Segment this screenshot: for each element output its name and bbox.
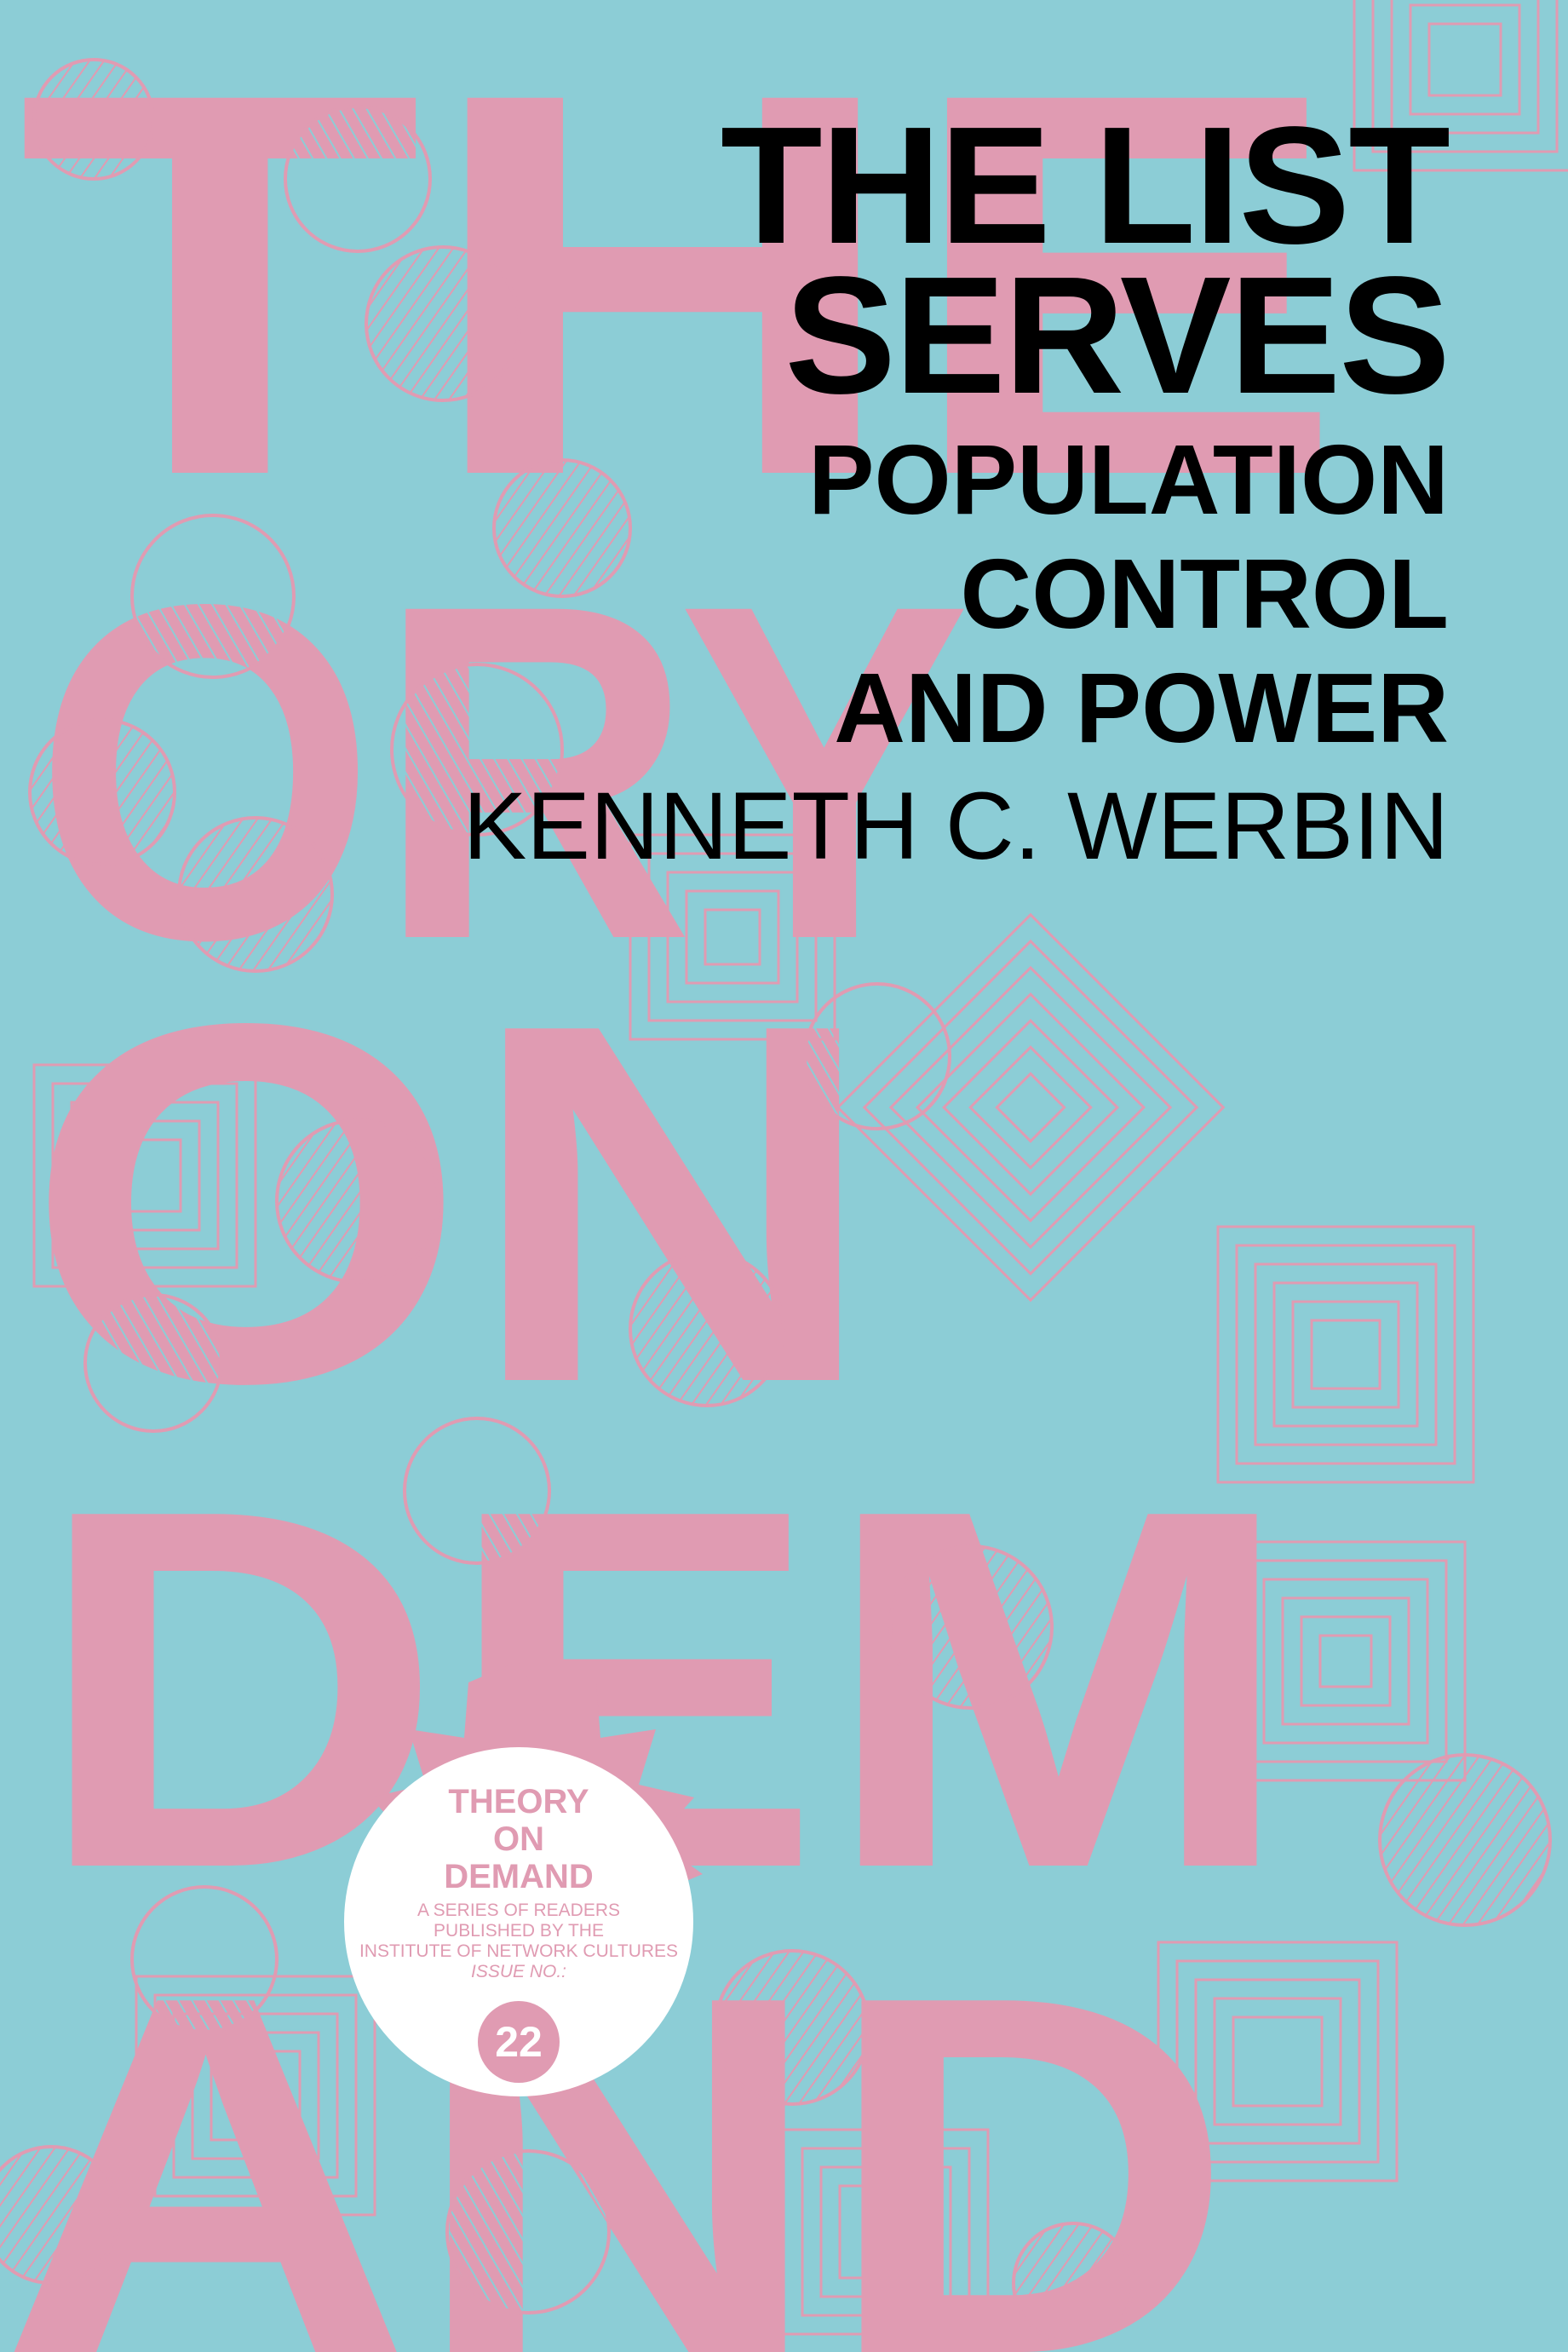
bg-letters-row-1: THE bbox=[17, 0, 1346, 589]
book-title-line-2: SERVES bbox=[784, 242, 1450, 428]
series-description-line-3: INSTITUTE OF NETWORK CULTURES bbox=[359, 1941, 679, 1961]
series-badge: THEORY ON DEMAND A SERIES OF READERS PUB… bbox=[344, 1747, 693, 2096]
series-name: THEORY ON DEMAND bbox=[344, 1783, 693, 1895]
book-title-line-1: THE LIST bbox=[720, 92, 1450, 279]
sphere-ornaments bbox=[0, 58, 1552, 2344]
series-description-line-1: A SERIES OF READERS bbox=[416, 1901, 621, 1920]
series-name-line-1: THEORY bbox=[448, 1783, 589, 1820]
issue-label: ISSUE NO.: bbox=[470, 1962, 567, 1981]
book-subtitle-line-1: POPULATION bbox=[808, 424, 1449, 535]
concentric-squares bbox=[32, 0, 1568, 2336]
author-name: KENNETH C. WERBIN bbox=[462, 773, 1449, 879]
book-subtitle-line-3: AND POWER bbox=[834, 653, 1449, 763]
series-name-line-3: DEMAND bbox=[444, 1858, 594, 1895]
series-description-line-2: PUBLISHED BY THE bbox=[434, 1921, 604, 1941]
series-name-line-2: ON bbox=[493, 1820, 544, 1858]
title-block: THE LIST SERVES POPULATION CONTROL AND P… bbox=[342, 92, 1450, 886]
book-subtitle-line-2: CONTROL bbox=[960, 538, 1450, 649]
issue-number: 22 bbox=[478, 2001, 560, 2083]
series-description: A SERIES OF READERS PUBLISHED BY THE INS… bbox=[344, 1901, 693, 1962]
